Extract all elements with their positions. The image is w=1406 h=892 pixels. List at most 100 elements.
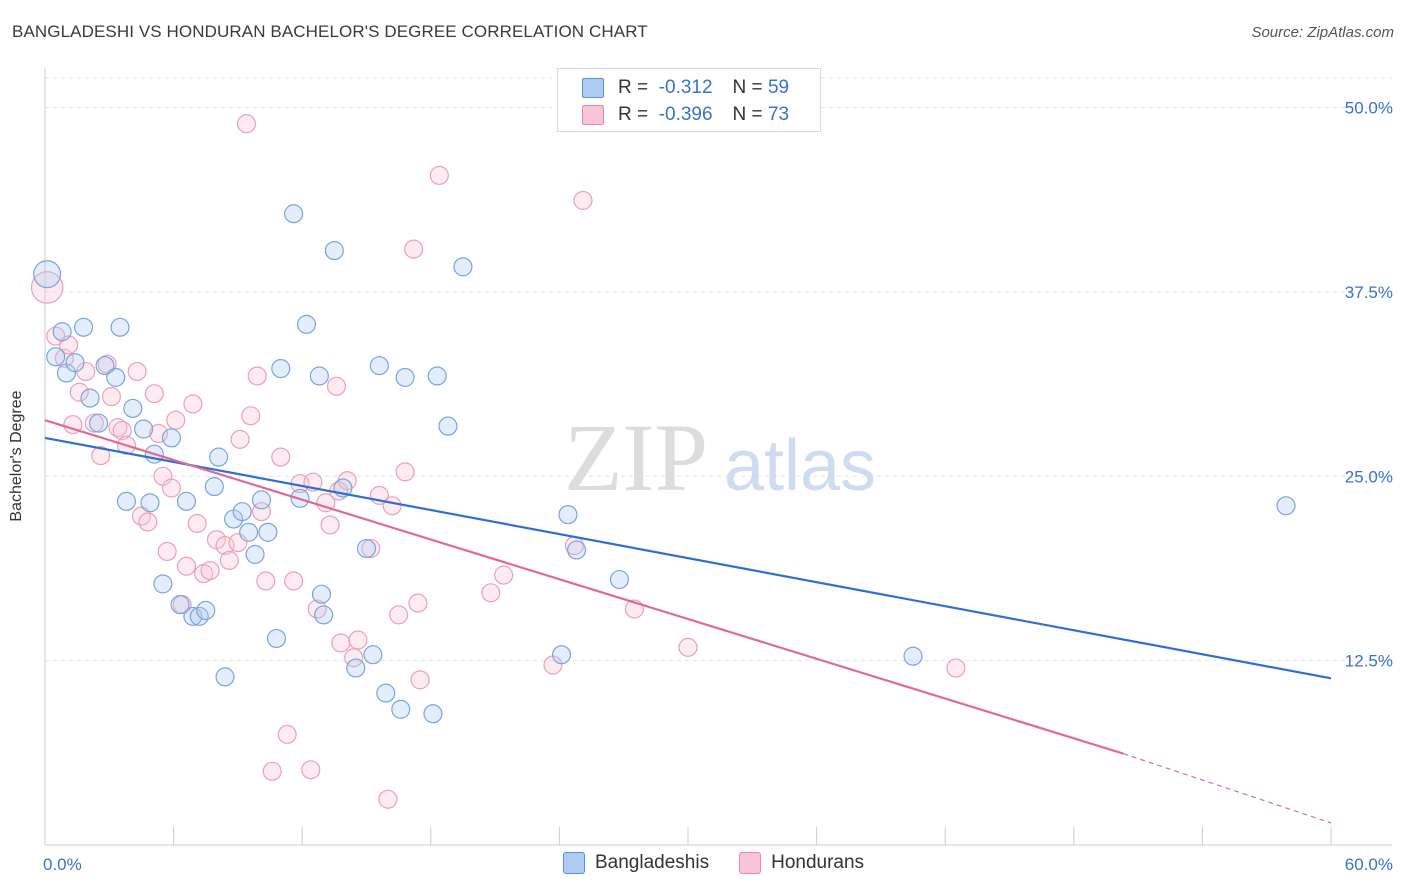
point-bangladeshi xyxy=(391,699,411,719)
point-bangladeshi xyxy=(376,683,396,703)
point-bangladeshi xyxy=(903,646,923,666)
point-honduran xyxy=(277,724,297,744)
point-honduran xyxy=(395,462,415,482)
point-honduran xyxy=(429,165,449,185)
point-bangladeshi xyxy=(369,356,389,376)
point-honduran xyxy=(187,513,207,534)
point-honduran xyxy=(256,571,276,591)
legend-swatch-blue xyxy=(563,852,585,874)
point-bangladeshi xyxy=(356,538,377,559)
point-honduran xyxy=(200,561,220,581)
point-bangladeshi xyxy=(52,322,72,342)
legend-row-bangladeshis: R = -0.312 N = 59 xyxy=(582,77,789,99)
legend-swatch-pink xyxy=(582,105,604,125)
point-honduran xyxy=(678,637,698,657)
point-honduran xyxy=(404,239,424,259)
trend-line-bangladeshis xyxy=(44,436,1332,680)
point-honduran xyxy=(481,583,501,603)
point-honduran xyxy=(157,541,177,562)
legend-swatch-pink xyxy=(739,852,762,874)
legend-item-hondurans[interactable]: Hondurans xyxy=(739,852,864,874)
r-value-bangladeshis: -0.312 xyxy=(658,77,713,98)
watermark-atlas: atlas xyxy=(724,426,876,506)
chart-title: BANGLADESHI VS HONDURAN BACHELOR'S DEGRE… xyxy=(12,22,648,41)
n-label: N = xyxy=(732,104,763,125)
point-bangladeshi xyxy=(438,416,458,436)
y-tick-label: 37.5% xyxy=(1345,283,1393,302)
point-honduran xyxy=(271,447,291,467)
point-honduran xyxy=(112,420,132,441)
point-bangladeshi xyxy=(609,569,629,590)
point-bangladeshi xyxy=(271,359,291,379)
point-honduran xyxy=(138,512,158,532)
point-honduran xyxy=(348,630,368,650)
point-bangladeshi xyxy=(566,540,587,560)
point-honduran xyxy=(389,605,409,625)
point-honduran xyxy=(331,633,351,653)
point-bangladeshi xyxy=(215,667,235,687)
axes xyxy=(44,68,1392,846)
r-label: R = xyxy=(618,104,649,125)
watermark: ZIP atlas xyxy=(564,404,876,511)
point-bangladeshi xyxy=(311,584,332,604)
point-honduran xyxy=(247,366,267,386)
point-honduran xyxy=(166,410,186,430)
point-bangladeshi xyxy=(33,260,62,289)
data-points xyxy=(30,114,1296,809)
point-bangladeshi xyxy=(232,502,252,522)
point-bangladeshi xyxy=(80,388,100,408)
point-bangladeshi xyxy=(558,505,578,525)
x-tick-label-max: 60.0% xyxy=(1345,855,1393,874)
point-bangladeshi xyxy=(204,477,224,497)
point-bangladeshi xyxy=(106,367,126,387)
point-bangladeshi xyxy=(314,605,334,625)
legend-item-bangladeshis[interactable]: Bangladeshis xyxy=(563,852,709,874)
point-bangladeshi xyxy=(266,628,287,649)
point-bangladeshi xyxy=(1276,496,1296,516)
point-honduran xyxy=(326,376,347,396)
point-bangladeshi xyxy=(551,645,572,665)
point-bangladeshi xyxy=(363,645,383,665)
point-honduran xyxy=(183,394,203,414)
y-tick-label: 50.0% xyxy=(1345,99,1393,118)
point-honduran xyxy=(284,571,304,591)
r-value-hondurans: -0.396 xyxy=(658,104,713,125)
point-bangladeshi xyxy=(74,317,94,337)
point-honduran xyxy=(382,496,402,516)
point-bangladeshi xyxy=(346,658,366,678)
tick-labels: 12.5% 25.0% 37.5% 50.0% 0.0% 60.0% xyxy=(43,99,1393,875)
point-bangladeshi xyxy=(140,493,160,513)
point-bangladeshi xyxy=(296,314,317,334)
point-bangladeshi xyxy=(209,447,229,467)
legend-swatch-blue xyxy=(582,78,604,98)
point-bangladeshi xyxy=(110,317,130,337)
point-honduran xyxy=(84,413,104,433)
point-bangladeshi xyxy=(239,522,259,542)
trend-line-hondurans-extrapolated xyxy=(1122,752,1332,824)
legend-label-bangladeshis: Bangladeshis xyxy=(595,852,710,873)
point-bangladeshi xyxy=(161,428,182,448)
point-honduran xyxy=(361,538,381,559)
point-bangladeshi xyxy=(46,347,66,367)
point-honduran xyxy=(230,429,250,449)
point-bangladeshi xyxy=(251,490,272,510)
point-bangladeshi xyxy=(427,366,447,386)
point-honduran xyxy=(176,556,197,576)
watermark-zip: ZIP xyxy=(564,404,708,511)
x-tick-label-min: 0.0% xyxy=(43,855,82,874)
point-bangladeshi xyxy=(176,491,197,511)
point-honduran xyxy=(494,565,514,585)
point-honduran xyxy=(241,406,261,426)
point-honduran xyxy=(320,515,340,535)
y-tick-label: 12.5% xyxy=(1345,652,1393,671)
point-honduran xyxy=(410,670,430,690)
point-bangladeshi xyxy=(324,241,344,261)
point-bangladeshi xyxy=(245,544,265,564)
point-honduran xyxy=(236,114,257,134)
point-honduran xyxy=(69,382,89,402)
point-honduran xyxy=(161,478,182,498)
point-bangladeshi xyxy=(453,257,473,277)
n-label: N = xyxy=(732,77,763,98)
point-bangladeshi xyxy=(284,204,304,224)
